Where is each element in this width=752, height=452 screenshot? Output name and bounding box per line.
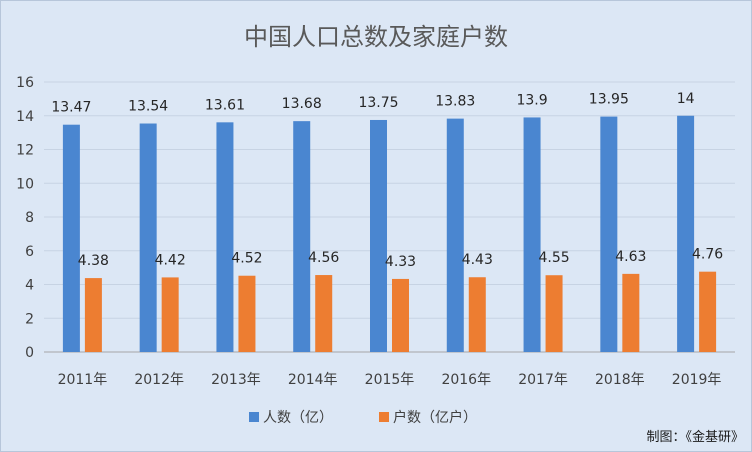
x-tick-label: 2014年	[288, 372, 338, 388]
y-tick-label: 14	[16, 109, 34, 125]
bar-households	[238, 275, 256, 352]
y-tick-label: 8	[25, 210, 34, 226]
chart-title: 中国人口总数及家庭户数	[244, 23, 508, 51]
bar-households	[468, 277, 486, 352]
legend-label-households: 户数（亿户）	[393, 409, 477, 426]
bar-population	[677, 115, 695, 352]
bar-households	[392, 278, 409, 352]
x-tick-label: 2011年	[58, 372, 108, 388]
legend-label-population: 人数（亿）	[263, 410, 333, 426]
bar-households	[622, 273, 640, 352]
bar-population	[446, 118, 464, 353]
data-label: 13.83	[435, 94, 475, 110]
legend-swatch-households	[379, 412, 389, 422]
x-tick-label: 2018年	[595, 372, 645, 388]
legend-swatch-population	[249, 412, 259, 422]
y-tick-label: 4	[25, 278, 34, 294]
x-tick-label: 2017年	[518, 372, 568, 388]
data-label: 4.63	[615, 249, 646, 265]
axis-layer: 0 2 4 6 8 10 12 14 16 2011年 2012年 2013年 2014年 2015年 20…	[16, 75, 721, 388]
bars-layer	[62, 115, 717, 353]
bar-population	[216, 122, 234, 352]
credit-text: 制图：《金基研》	[646, 429, 744, 445]
bar-population	[139, 123, 157, 352]
bar-population	[293, 121, 311, 353]
grid-layer	[44, 81, 735, 353]
data-label: 13.9	[516, 92, 547, 108]
bar-population	[523, 117, 541, 352]
x-tick-label: 2015年	[365, 372, 415, 388]
bar-population	[600, 116, 618, 352]
bar-population	[62, 124, 80, 352]
data-label: 4.42	[155, 252, 186, 268]
bar-households	[161, 277, 179, 352]
y-tick-label: 0	[25, 345, 34, 361]
data-label: 4.43	[462, 252, 493, 268]
legend: 人数（亿） 户数（亿户）	[249, 409, 477, 426]
data-label: 13.54	[128, 99, 168, 115]
data-label: 4.76	[692, 247, 723, 263]
y-tick-label: 6	[25, 244, 34, 260]
data-label: 13.95	[589, 92, 629, 108]
data-label: 13.61	[205, 97, 245, 113]
x-tick-label: 2019年	[672, 372, 722, 388]
data-label: 4.52	[231, 251, 262, 267]
bar-households	[545, 275, 563, 352]
y-tick-label: 16	[16, 75, 34, 91]
x-tick-label: 2016年	[441, 372, 491, 388]
bar-population	[370, 119, 387, 352]
data-label: 13.75	[358, 95, 398, 111]
y-tick-label: 12	[16, 143, 34, 159]
data-label: 4.38	[78, 253, 109, 269]
data-label: 13.47	[51, 100, 91, 116]
bar-households	[84, 278, 102, 352]
x-tick-label: 2012年	[134, 372, 184, 388]
bar-households	[699, 271, 717, 352]
y-tick-label: 2	[25, 311, 34, 327]
labels-layer: 13.47 4.38 13.54 4.42 13.61 4.52 13.68 4.56 13.7…	[51, 91, 723, 270]
data-label: 13.68	[282, 96, 322, 112]
x-tick-label: 2013年	[211, 372, 261, 388]
data-label: 4.33	[385, 254, 416, 270]
data-label: 14	[677, 91, 695, 107]
data-label: 4.56	[308, 250, 339, 266]
data-label: 4.55	[538, 250, 569, 266]
bar-households	[315, 275, 333, 352]
y-tick-label: 10	[16, 176, 34, 192]
